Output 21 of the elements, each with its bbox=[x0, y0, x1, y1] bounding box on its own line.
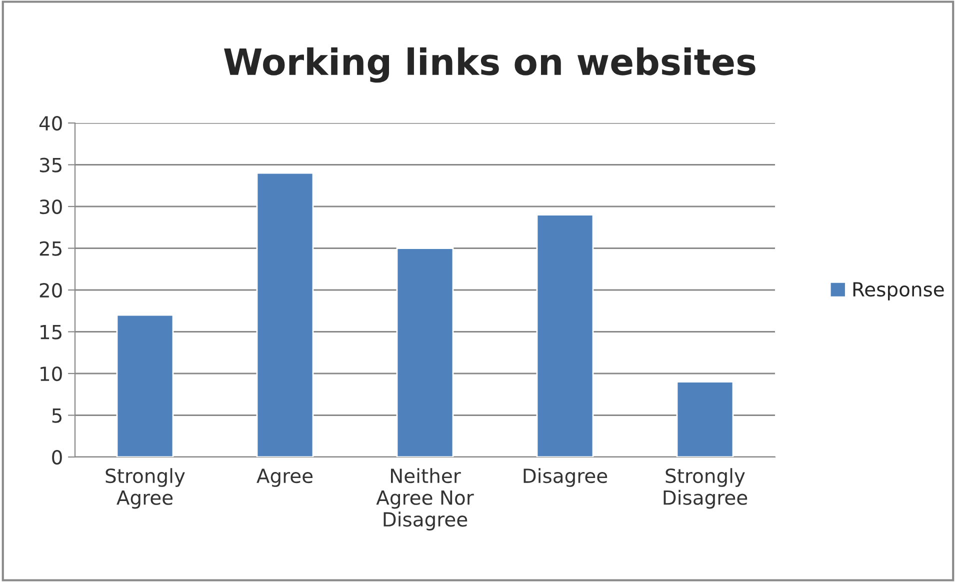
bar bbox=[396, 248, 454, 457]
bar bbox=[676, 381, 734, 457]
x-tick-label: Strongly Disagree bbox=[664, 468, 748, 509]
y-tick-label: 35 bbox=[40, 158, 62, 172]
bar bbox=[116, 314, 174, 457]
x-tick-label: Strongly Agree bbox=[106, 468, 185, 509]
y-tick-label: 5 bbox=[52, 408, 62, 423]
legend-label: Response bbox=[853, 282, 944, 300]
y-tick-label: 30 bbox=[40, 199, 62, 214]
bar bbox=[536, 214, 594, 457]
y-tick-label: 0 bbox=[52, 450, 62, 465]
y-tick-label: 20 bbox=[40, 282, 62, 298]
chart-title: Working links on websites bbox=[224, 47, 756, 83]
bar bbox=[256, 172, 314, 457]
y-tick-label: 25 bbox=[40, 241, 62, 256]
x-tick-label: Neither Agree Nor Disagree bbox=[376, 468, 474, 530]
y-tick-label: 15 bbox=[40, 324, 62, 340]
y-tick-label: 40 bbox=[39, 116, 62, 131]
y-tick-label: 10 bbox=[40, 366, 62, 382]
x-tick-label: Disagree bbox=[524, 468, 608, 487]
x-tick-label: Agree bbox=[256, 468, 313, 487]
